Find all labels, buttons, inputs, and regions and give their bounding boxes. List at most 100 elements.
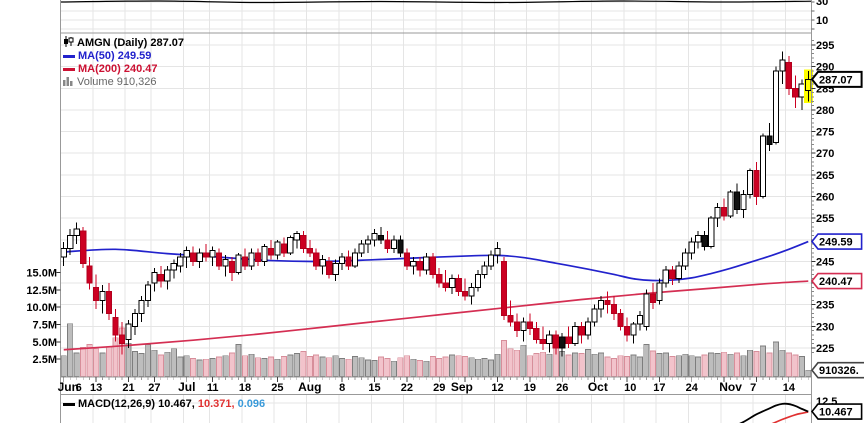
candle-body (319, 258, 326, 267)
volume-bar (591, 353, 598, 377)
upper-pane-axis-label: 30 (816, 0, 828, 8)
candle-body (228, 260, 236, 273)
candle-body (241, 256, 249, 267)
ma200-value-tag: 240.47 (810, 272, 863, 290)
volume-bar (216, 356, 223, 377)
candle-body (643, 293, 650, 327)
candle-body (67, 234, 74, 249)
candle-body (274, 241, 281, 256)
candle-body (578, 325, 585, 336)
volume-bar (468, 357, 475, 377)
volume-bar (740, 355, 747, 377)
ma50-value-tag-text: 249.59 (819, 237, 853, 249)
candle-body (455, 278, 462, 293)
volume-bar (73, 352, 80, 377)
macd-value-tag: 10.467 (810, 403, 863, 420)
price-axis-label: 255 (816, 213, 834, 225)
candle-body (539, 338, 546, 345)
volume-axis-label: 12.5M (26, 285, 57, 297)
volume-bar (442, 356, 449, 377)
candle-body (513, 321, 521, 332)
x-axis-day-label: 15 (368, 382, 380, 394)
candle-body (805, 78, 812, 91)
volume-bar (125, 342, 132, 377)
last-price-tag: 287.07 (810, 70, 863, 88)
volume-bar (462, 356, 469, 377)
candle-body (60, 247, 67, 258)
legend-ma50-row: MA(50) 249.59 (63, 50, 184, 63)
volume-bar (455, 355, 462, 377)
candle-body (533, 328, 540, 340)
candle-body (364, 239, 372, 245)
volume-bar (766, 352, 773, 377)
volume-bar (410, 358, 417, 377)
candle-body (138, 299, 145, 314)
candle-body (177, 256, 184, 267)
ma200-line-icon (63, 68, 75, 71)
volume-bar (397, 357, 404, 377)
volume-bar (170, 348, 177, 377)
ma200-line (63, 280, 809, 351)
volume-value-tag: 910326. (810, 361, 864, 379)
volume-bar (177, 356, 184, 377)
volume-bar (183, 355, 190, 377)
volume-axis-label: 10.0M (26, 302, 57, 314)
candle-body (390, 239, 398, 249)
legend-ma200-row: MA(200) 240.47 (63, 63, 184, 76)
x-axis-month-label: Jun (58, 380, 79, 394)
volume-bar (261, 358, 268, 377)
volume-bar (785, 352, 792, 377)
candle-body (695, 234, 702, 243)
x-axis-month-label: Sep (451, 380, 473, 394)
macd-signal-line (771, 411, 809, 423)
volume-bar (539, 351, 546, 377)
legend-symbol-label: AMGN (Daily) 287.07 (77, 37, 184, 49)
volume-bar (371, 360, 378, 377)
x-axis-day-label: 29 (433, 382, 445, 394)
candle-body (546, 334, 553, 345)
volume-bar (365, 359, 372, 377)
x-axis-day-label: 7 (750, 382, 756, 394)
volume-bar (99, 352, 106, 377)
candle-body (144, 284, 152, 301)
volume-bar (352, 356, 359, 377)
volume-bar (630, 354, 637, 377)
candle-body (248, 252, 255, 267)
candle-body (449, 278, 456, 288)
candle-body (293, 232, 300, 241)
volume-bar (604, 356, 611, 377)
candle-body (190, 252, 197, 262)
volume-bar (112, 337, 119, 377)
candle-body (410, 260, 417, 267)
x-axis-day-label: 8 (339, 382, 345, 394)
candle-body (99, 291, 106, 301)
macd-value-tag-text: 10.467 (819, 407, 853, 419)
volume-bar (611, 358, 618, 377)
candle-body (358, 243, 365, 254)
volume-bar (222, 355, 229, 377)
candle-body (287, 237, 294, 254)
candle-body (759, 135, 767, 198)
macd-signal-value: 10.371, (194, 398, 235, 410)
volume-bar (662, 352, 669, 377)
volume-bar (157, 354, 164, 377)
volume-bar (526, 355, 533, 377)
candle-body (733, 191, 741, 210)
candle-body (183, 250, 190, 258)
volume-bar (675, 355, 682, 377)
volume-bar (319, 356, 326, 377)
macd-line-icon (63, 402, 75, 406)
ma200-value-tag-shape (810, 272, 863, 290)
candle-body (772, 70, 779, 143)
volume-bar (798, 356, 805, 377)
macd-legend: MACD(12,26,9) 10.467, 10.371, 0.096 (63, 398, 265, 410)
volume-bar (164, 351, 171, 377)
volume-bar (488, 359, 495, 377)
candle-body (306, 247, 313, 254)
volume-bar (384, 358, 391, 377)
candle-body (112, 317, 119, 336)
x-axis-day-label: 19 (524, 382, 536, 394)
candle-body (125, 323, 132, 340)
x-axis-day-label: 27 (148, 382, 160, 394)
